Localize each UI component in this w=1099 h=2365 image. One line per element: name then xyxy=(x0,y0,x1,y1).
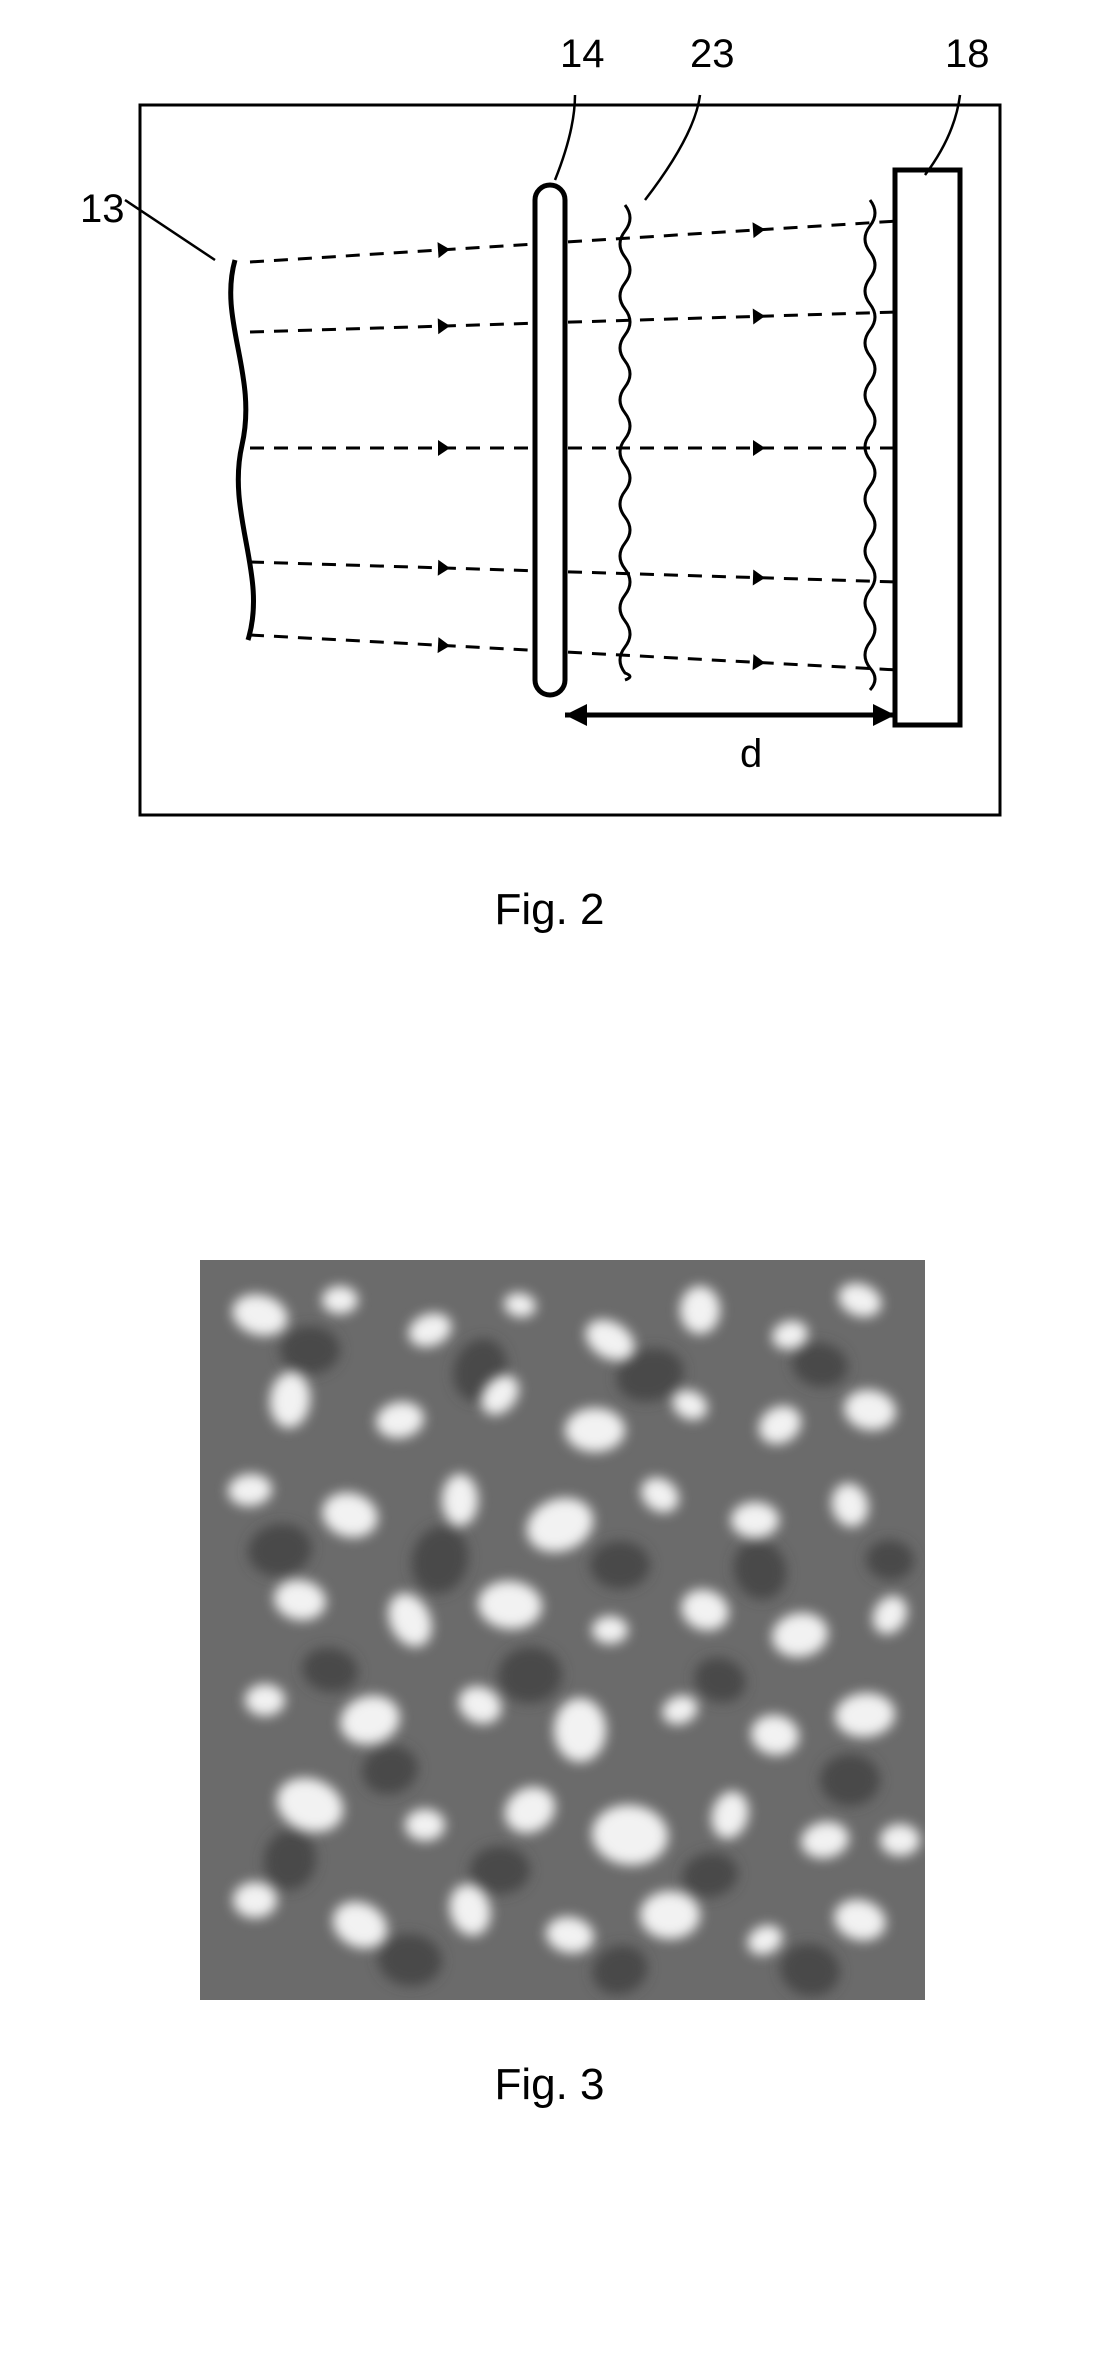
figure-2-caption: Fig. 2 xyxy=(0,885,1099,935)
page: Fig. 2 Fig. 3 13 14 23 18 d xyxy=(0,0,1099,2365)
ref-label-23: 23 xyxy=(690,32,735,77)
distance-label-d: d xyxy=(740,732,762,777)
ref-label-14: 14 xyxy=(560,32,605,77)
ref-label-18: 18 xyxy=(945,32,990,77)
figure-2-diagram xyxy=(0,0,1099,880)
ref-label-13: 13 xyxy=(80,187,125,232)
figure-3-image xyxy=(200,1260,925,2000)
figure-3-caption: Fig. 3 xyxy=(0,2060,1099,2110)
